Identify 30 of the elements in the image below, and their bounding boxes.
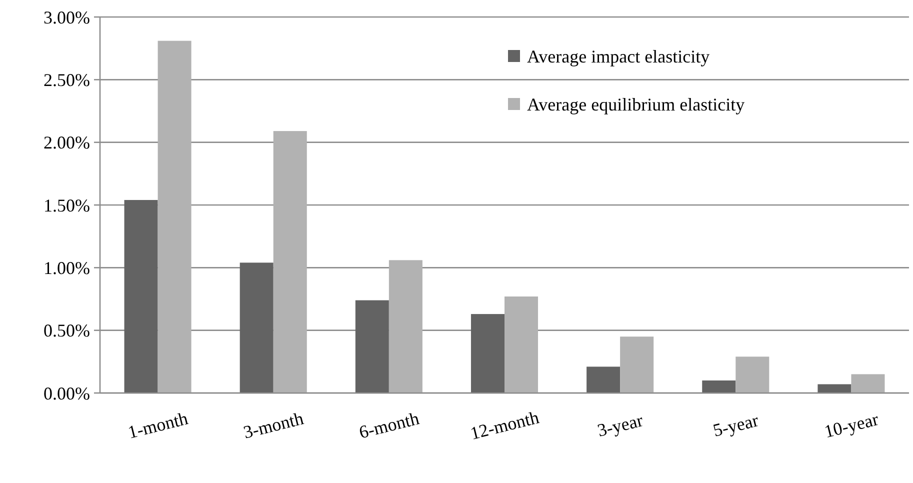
bar bbox=[240, 262, 274, 393]
bar bbox=[586, 366, 620, 393]
y-tick-label: 2.00% bbox=[44, 132, 90, 153]
bar bbox=[470, 314, 504, 393]
y-tick-label: 1.00% bbox=[44, 258, 90, 278]
x-tick-label: 12-month bbox=[468, 407, 541, 444]
x-tick-label: 10-year bbox=[822, 408, 880, 442]
bar bbox=[355, 300, 389, 393]
bar bbox=[273, 131, 307, 393]
legend-label: Average impact elasticity bbox=[527, 46, 710, 66]
bar bbox=[818, 384, 852, 393]
y-tick-label: 0.00% bbox=[44, 383, 90, 404]
y-tick-label: 1.50% bbox=[44, 195, 90, 216]
x-tick-label: 1-month bbox=[126, 408, 190, 442]
y-tick-label: 2.50% bbox=[44, 70, 90, 90]
bar bbox=[504, 296, 538, 393]
x-tick-label: 3-month bbox=[241, 408, 306, 442]
x-tick-label: 5-year bbox=[710, 410, 760, 441]
bar bbox=[851, 374, 885, 393]
legend-label: Average equilibrium elasticity bbox=[527, 94, 745, 114]
y-tick-label: 0.50% bbox=[44, 320, 90, 341]
bar bbox=[158, 40, 192, 393]
bar bbox=[620, 336, 654, 393]
bar bbox=[702, 380, 736, 393]
bar bbox=[124, 200, 158, 393]
x-tick-label: 3-year bbox=[595, 410, 645, 441]
x-tick-label: 6-month bbox=[356, 408, 422, 442]
bar bbox=[736, 356, 770, 393]
y-tick-label: 3.00% bbox=[44, 7, 90, 28]
bar bbox=[388, 260, 422, 393]
